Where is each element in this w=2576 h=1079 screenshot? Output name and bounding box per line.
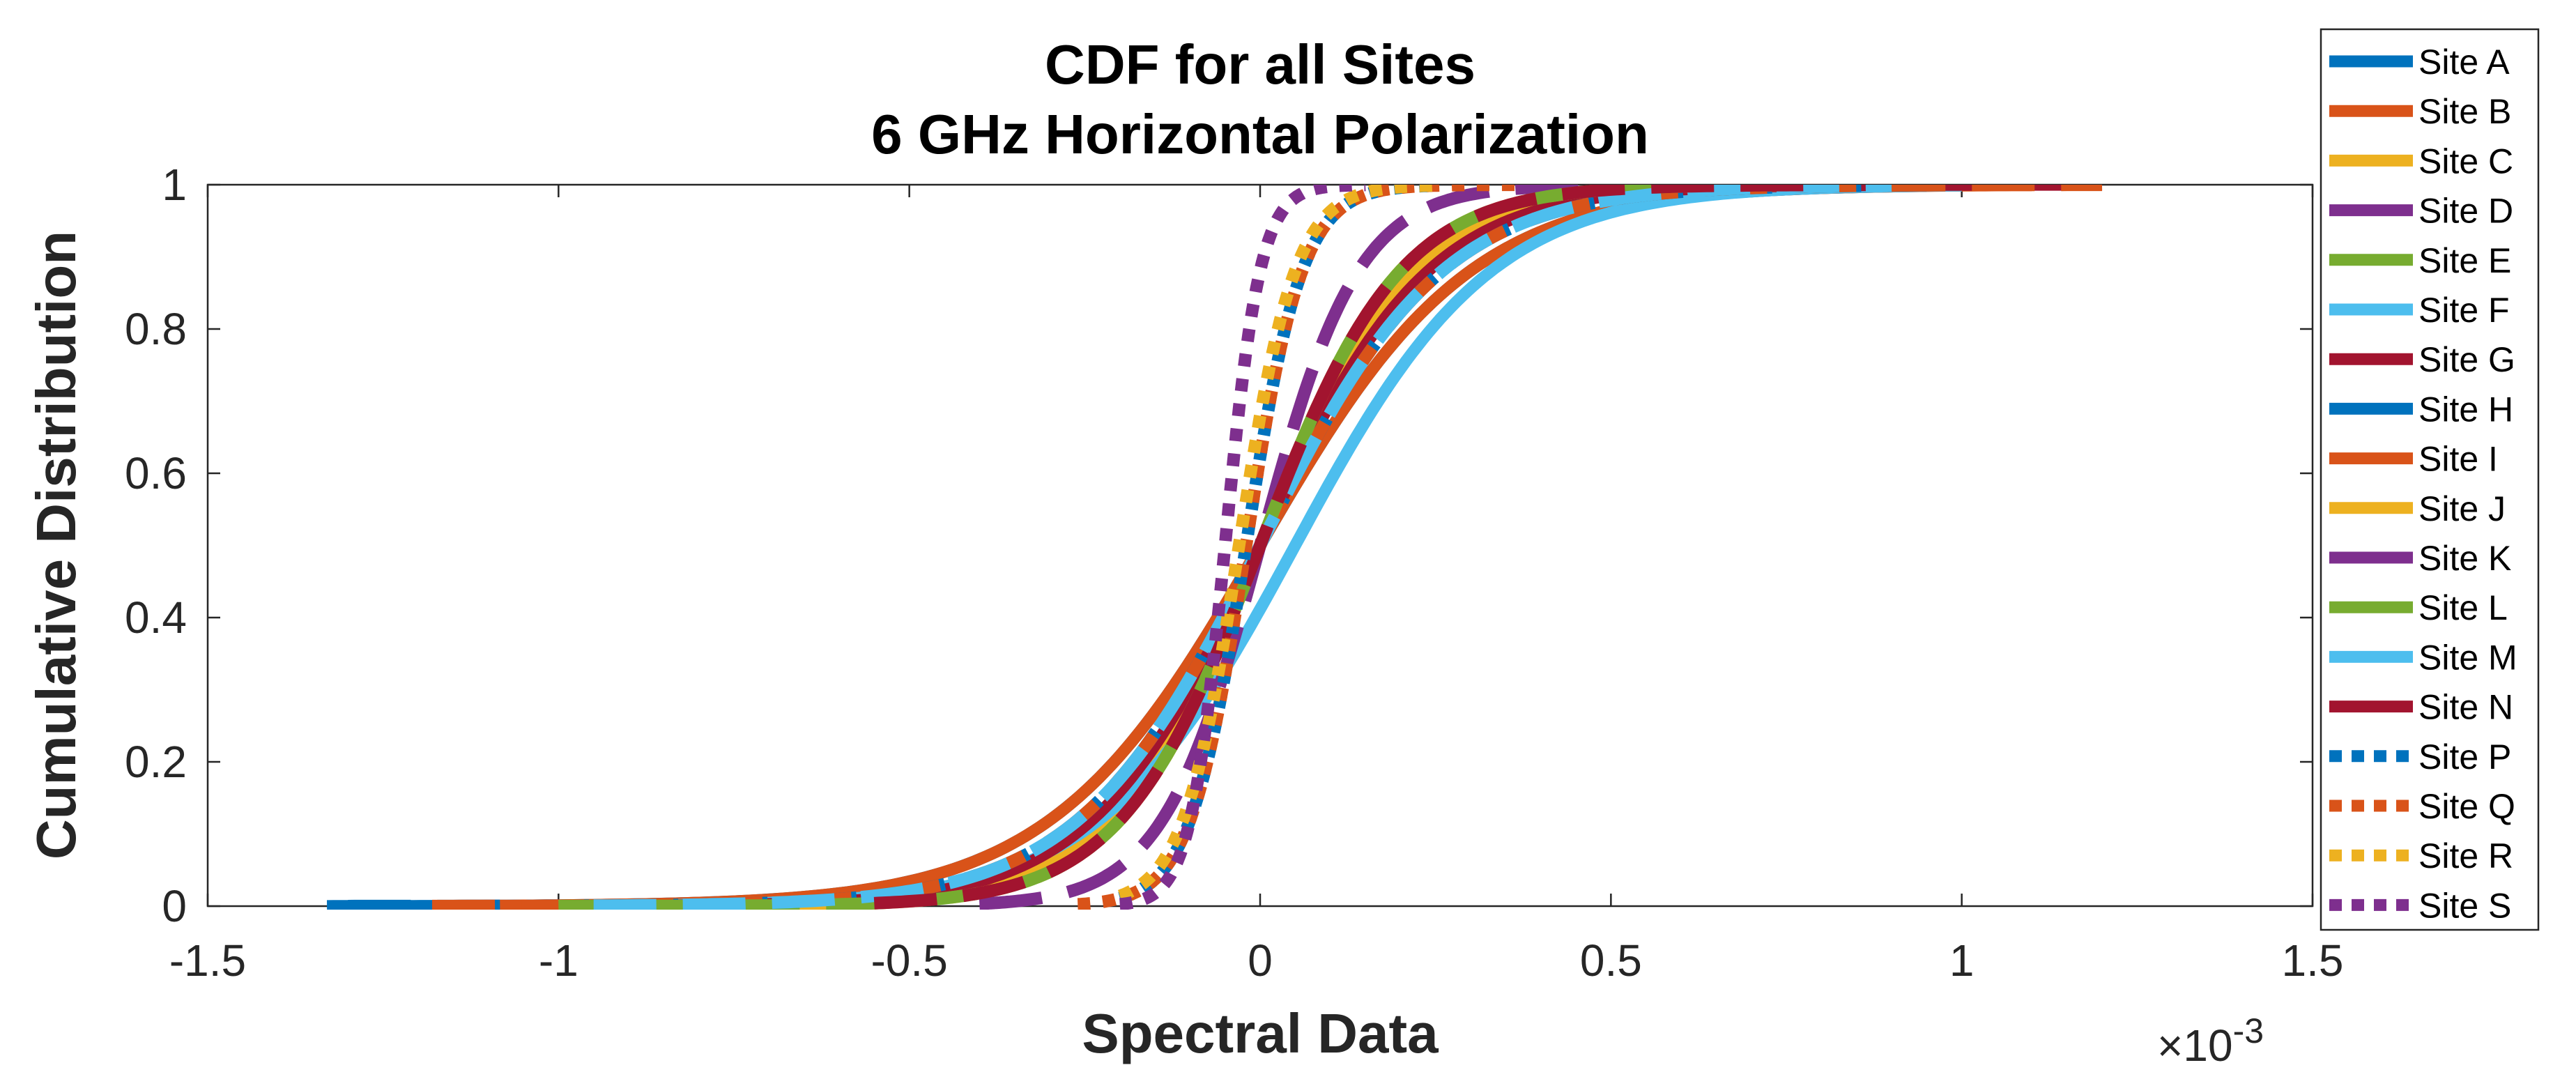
x-tick-label: 1.5	[2282, 935, 2344, 986]
legend-label: Site L	[2418, 588, 2508, 627]
x-tick-label: 0.5	[1580, 935, 1642, 986]
x-tick-label: -1	[539, 935, 578, 986]
series-line-site-s	[1114, 185, 1371, 910]
x-axis-exponent-power: -3	[2233, 1011, 2264, 1050]
y-tick-label: 0	[162, 881, 187, 931]
legend-label: Site A	[2418, 43, 2510, 82]
legend: Site A Site B Site C Site D Site E Site F Site…	[2320, 28, 2540, 931]
legend-label: Site I	[2418, 440, 2498, 479]
series-line-site-m	[592, 185, 1893, 910]
legend-label: Site S	[2418, 886, 2511, 925]
legend-label: Site J	[2418, 489, 2506, 528]
series-line-site-b	[432, 185, 2032, 910]
legend-label: Site K	[2418, 539, 2511, 578]
y-tick-label: 0.4	[125, 592, 187, 643]
legend-label: Site Q	[2418, 787, 2515, 826]
y-tick-label: 0.8	[125, 304, 187, 354]
series-line-site-r	[1114, 185, 1441, 902]
axis-ticks: -1.5 -1 -0.5 0 0.5 1 1.5 0 0.2 0.4 0.6 0.8 1	[125, 160, 2343, 986]
legend-label: Site D	[2418, 192, 2513, 231]
x-tick-label: 1	[1949, 935, 1975, 986]
x-axis-exponent: ×10-3	[2157, 1011, 2264, 1071]
legend-label: Site B	[2418, 92, 2511, 131]
legend-label: Site G	[2418, 340, 2515, 379]
legend-label: Site R	[2418, 836, 2513, 875]
series-line-site-d	[627, 185, 1788, 910]
legend-label: Site E	[2418, 241, 2511, 280]
series-line-site-j	[592, 185, 1823, 910]
legend-label: Site F	[2418, 291, 2510, 330]
x-axis-exponent-base: ×10	[2157, 1020, 2233, 1071]
legend-box	[2320, 28, 2540, 931]
legend-label: Site N	[2418, 688, 2513, 727]
series-line-site-g	[558, 185, 2103, 910]
x-tick-label: -1.5	[169, 935, 246, 986]
chart-title-line-1: CDF for all Sites	[1045, 33, 1475, 95]
legend-label: Site C	[2418, 141, 2513, 181]
series-line-site-k	[976, 185, 1650, 910]
x-tick-label: -0.5	[871, 935, 948, 986]
series-line-site-c	[592, 185, 1823, 910]
legend-label: Site P	[2418, 737, 2511, 776]
x-axis-label: Spectral Data	[1082, 1002, 1439, 1064]
y-tick-label: 1	[162, 160, 187, 210]
series-lines	[327, 185, 2103, 910]
series-line-site-n	[872, 185, 1824, 910]
y-tick-label: 0.6	[125, 448, 187, 498]
y-tick-label: 0.2	[125, 737, 187, 787]
chart-title-line-2: 6 GHz Horizontal Polarization	[871, 103, 1649, 165]
x-tick-label: 0	[1248, 935, 1273, 986]
legend-label: Site M	[2418, 638, 2517, 677]
y-axis-label: Cumulative Distribution	[25, 231, 87, 859]
legend-label: Site H	[2418, 390, 2513, 429]
